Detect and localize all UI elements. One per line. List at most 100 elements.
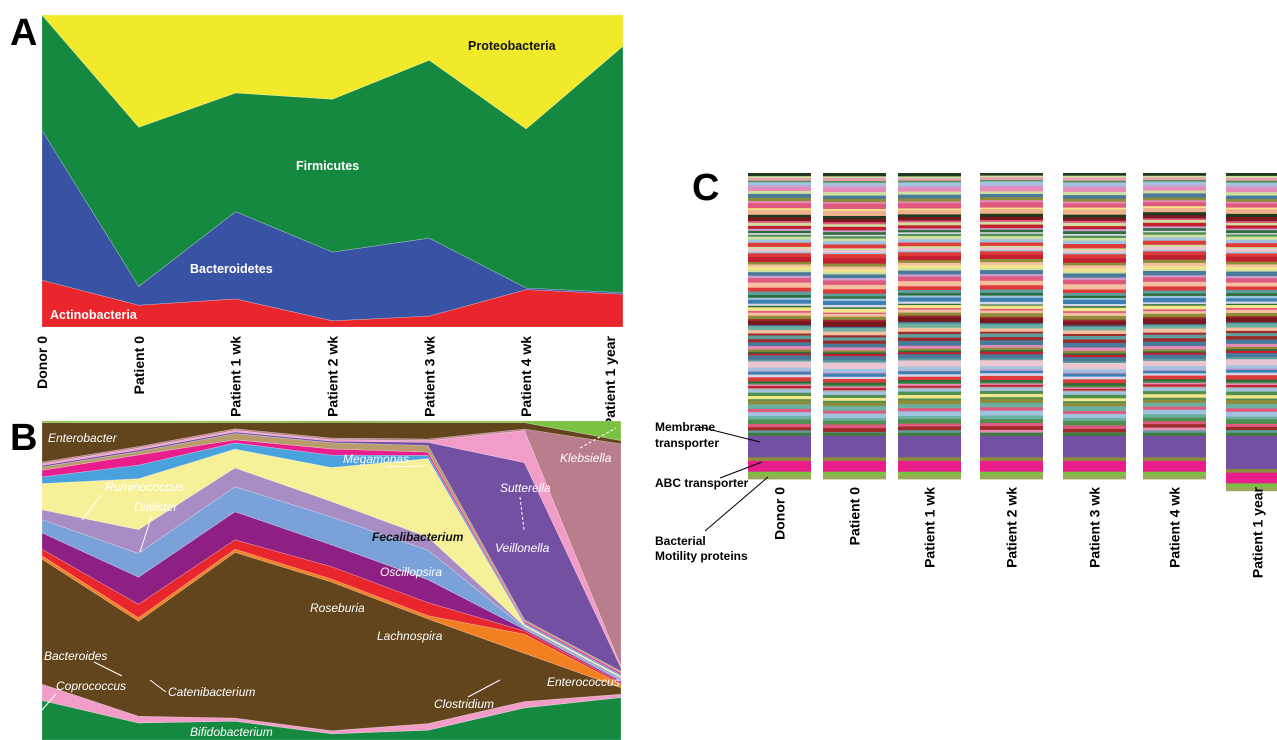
panel-c-segment: [1063, 271, 1126, 274]
panel-c-segment: [748, 210, 811, 216]
panel-c-segment: [748, 386, 811, 389]
panel-c-segment: [748, 272, 811, 276]
panel-c-segment: [898, 290, 961, 294]
panel-b-leader-lines: [41, 427, 617, 711]
panel-c-segment: [1063, 336, 1126, 339]
panel-c-segment: [1063, 425, 1126, 430]
panel-c-segment: [1063, 432, 1126, 437]
panel-c-segment: [1143, 417, 1206, 422]
panel-c-segment: [1143, 319, 1206, 325]
panel-c-segment: [823, 209, 886, 212]
panel-c-segment: [823, 417, 886, 422]
panel-c-segment: [980, 200, 1043, 203]
panel-c-segment: [898, 239, 961, 243]
panel-c-segment: [1226, 180, 1277, 183]
panel-c-segment: [748, 392, 811, 397]
panel-c-segment: [898, 360, 961, 364]
panel-c-segment: [1143, 432, 1206, 437]
panel-c-segment: [1226, 375, 1277, 380]
panel-c-segment: [1226, 357, 1277, 360]
panel-c-segment: [823, 232, 886, 236]
panel-c-segment: [748, 471, 811, 476]
panel-c-segment: [980, 471, 1043, 476]
panel-c-segment: [823, 236, 886, 239]
panel-c-segment: [1226, 247, 1277, 250]
panel-c-segment: [1226, 236, 1277, 241]
panel-c-segment: [748, 217, 811, 222]
panel-c-segment: [1226, 261, 1277, 265]
panel-c-segment: [898, 222, 961, 226]
panel-c-segment: [1143, 234, 1206, 238]
panel-c-segment: [1063, 231, 1126, 235]
panel-c-membrane-transporter-segment: [1226, 435, 1277, 470]
panel-c-segment: [898, 191, 961, 196]
panel-c-segment: [1226, 469, 1277, 474]
panel-c-segment: [823, 428, 886, 433]
panel-c-segment: [1143, 366, 1206, 370]
panel-c-segment: [1063, 250, 1126, 254]
panel-c-segment: [898, 248, 961, 252]
panel-c-membrane-transporter-segment: [898, 435, 961, 458]
panel-c-segment: [823, 210, 886, 217]
panel-c-segment: [1143, 218, 1206, 221]
panel-c-segment: [748, 326, 811, 331]
panel-c-segment: [1226, 404, 1277, 409]
panel-c-segment: [1143, 341, 1206, 347]
panel-c-segment: [980, 429, 1043, 433]
panel-c-segment: [823, 244, 886, 249]
panel-c-segment: [1226, 295, 1277, 299]
panel-c-segment: [823, 354, 886, 357]
leader-sutterella: [519, 496, 525, 531]
label-firmicutes: Firmicutes: [296, 159, 359, 173]
label-megamonas: Megamonas: [343, 452, 409, 466]
panel-c-segment: [1063, 307, 1126, 312]
panel-c-segment: [898, 173, 961, 177]
panel-c-segment: [1226, 317, 1277, 323]
panel-c-segment: [980, 457, 1043, 462]
panel-c-segment: [1063, 338, 1126, 340]
panel-c-segment: [898, 301, 961, 305]
panel-c-segment: [980, 185, 1043, 188]
panel-c-segment: [823, 376, 886, 380]
panel-c-segment: [898, 426, 961, 431]
label-bifidobacterium: Bifidobacterium: [190, 725, 273, 739]
panel-c-segment: [1226, 234, 1277, 237]
panel-c-segment: [1143, 220, 1206, 224]
panel-b-area-ruminococcus: [41, 439, 622, 676]
panel-c-bar-donor-0: [748, 173, 811, 480]
panel-c-segment: [823, 420, 886, 425]
panel-c-segment: [823, 326, 886, 329]
panel-c-segment: [1063, 201, 1126, 204]
panel-c-segment: [1226, 363, 1277, 366]
panel-c-segment: [1226, 339, 1277, 345]
panel-c-abc-transporter-segment: [1226, 472, 1277, 484]
panel-c-segment: [1143, 244, 1206, 248]
panel-c-segment: [823, 188, 886, 193]
panel-c-segment: [1063, 195, 1126, 200]
panel-c-segment: [748, 355, 811, 361]
panel-c-segment: [980, 295, 1043, 299]
panel-c-segment: [823, 298, 886, 302]
panel-c-segment: [980, 181, 1043, 186]
panel-c-segment: [823, 296, 886, 299]
panel-c-segment: [898, 188, 961, 193]
panel-c-segment: [898, 303, 961, 306]
panel-c-tick-patient-2-wk: Patient 2 wk: [1004, 487, 1020, 568]
panel-c-segment: [1226, 349, 1277, 352]
panel-c-segment: [748, 222, 811, 227]
panel-c-segment: [980, 323, 1043, 325]
panel-c-letter: C: [692, 167, 719, 209]
panel-c-segment: [898, 348, 961, 352]
leader-membrane: [699, 426, 761, 443]
ann-abc-transporter: ABC transporter: [655, 476, 749, 490]
panel-c-segment: [898, 430, 961, 434]
panel-c-segment: [1226, 343, 1277, 348]
panel-c-segment: [1143, 177, 1206, 181]
panel-c-segment: [1226, 217, 1277, 222]
panel-c-segment: [1143, 373, 1206, 377]
panel-c-segment: [898, 256, 961, 261]
panel-c-segment: [980, 197, 1043, 201]
panel-c-segment: [823, 395, 886, 399]
panel-c-segment: [980, 423, 1043, 427]
panel-c-segment: [1143, 311, 1206, 315]
